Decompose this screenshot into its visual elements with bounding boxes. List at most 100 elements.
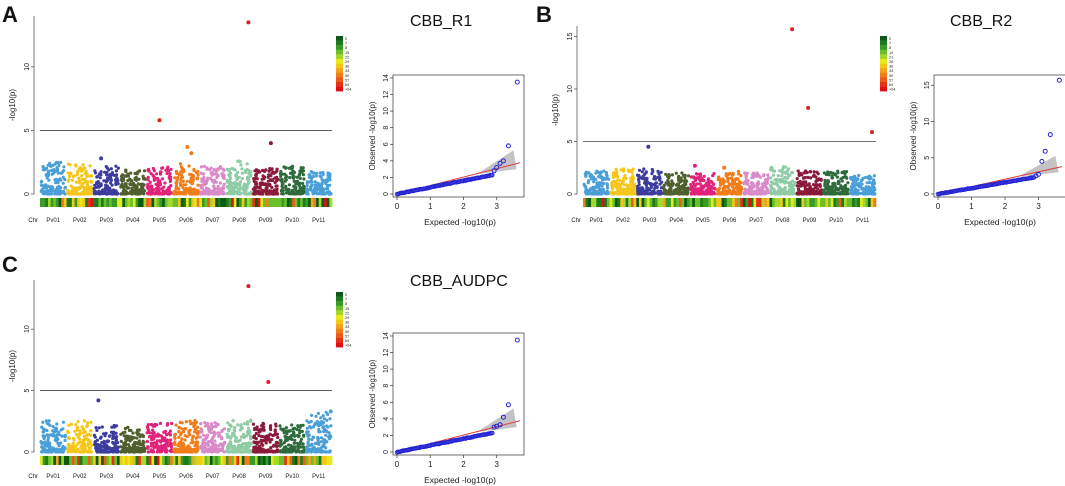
- snp-point: [156, 192, 160, 196]
- snp-point: [133, 171, 137, 176]
- snp-point: [69, 422, 74, 426]
- density-cell: [585, 198, 589, 207]
- snp-point: [141, 174, 145, 178]
- density-cell: [188, 456, 192, 465]
- snp-point: [649, 185, 654, 189]
- snp-point: [801, 180, 806, 184]
- snp-point: [631, 177, 635, 181]
- snp-point: [249, 170, 253, 174]
- qq-top-point: [514, 79, 520, 85]
- chromosome-label: Pv11: [856, 218, 870, 224]
- snp-point: [90, 180, 94, 184]
- snp-point: [228, 423, 232, 427]
- snp-point: [240, 167, 244, 171]
- y-axis-label: -log10(p): [8, 89, 17, 121]
- snp-point: [262, 189, 266, 194]
- snp-point: [639, 187, 644, 191]
- snp-point: [172, 192, 176, 196]
- snp-point: [188, 419, 192, 423]
- snp-point: [249, 418, 253, 422]
- snp-point: [84, 192, 88, 196]
- chromosome-points-Pv11: [304, 410, 333, 454]
- snp-point: [873, 188, 877, 192]
- snp-point: [666, 192, 670, 196]
- snp-point: [600, 184, 604, 188]
- snp-point: [684, 178, 688, 183]
- density-cell: [63, 198, 67, 207]
- snp-point: [114, 164, 118, 168]
- snp-point: [80, 192, 84, 196]
- snp-point: [101, 444, 105, 448]
- snp-point: [635, 173, 640, 177]
- snp-point: [765, 181, 770, 185]
- density-cell: [630, 198, 634, 207]
- snp-point: [769, 192, 773, 196]
- density-cell: [822, 198, 826, 207]
- snp-point: [257, 433, 261, 438]
- density-cell: [313, 198, 317, 207]
- chromosome-label: Pv09: [259, 218, 273, 224]
- snp-point: [93, 435, 97, 439]
- snp-point: [44, 192, 48, 196]
- snp-point: [869, 188, 873, 192]
- snp-point: [595, 192, 600, 196]
- snp-point: [99, 173, 103, 177]
- snp-point: [54, 450, 58, 454]
- snp-point: [116, 182, 120, 186]
- snp-point: [131, 436, 135, 440]
- snp-point: [155, 439, 159, 443]
- snp-point: [284, 178, 288, 182]
- snp-point: [280, 172, 284, 176]
- snp-point: [594, 186, 598, 190]
- density-cell: [668, 198, 672, 207]
- density-cell: [732, 198, 736, 207]
- snp-point: [300, 450, 304, 454]
- snp-point: [99, 170, 103, 174]
- snp-point: [778, 187, 782, 191]
- snp-point: [319, 416, 323, 420]
- snp-point: [86, 438, 90, 442]
- density-cell: [766, 198, 770, 207]
- snp-point: [287, 183, 291, 187]
- snp-point: [221, 174, 225, 178]
- snp-point: [798, 184, 802, 188]
- density-cell: [225, 198, 229, 207]
- snp-point: [241, 445, 246, 449]
- snp-point: [42, 449, 46, 454]
- snp-point: [814, 179, 818, 184]
- snp-point: [744, 175, 748, 179]
- snp-point: [805, 192, 809, 196]
- snp-point: [242, 435, 246, 440]
- panel-letter-a: A: [2, 2, 18, 27]
- snp-point: [102, 449, 106, 453]
- snp-point: [201, 433, 206, 437]
- snp-point: [252, 435, 256, 440]
- snp-point: [716, 177, 721, 181]
- snp-point: [67, 178, 71, 182]
- legend-label: >64: [889, 88, 895, 92]
- snp-point: [145, 439, 149, 444]
- snp-point: [796, 169, 800, 173]
- snp-point: [846, 181, 850, 185]
- legend-label: 64: [889, 83, 893, 87]
- snp-point: [74, 423, 78, 427]
- snp-point: [852, 189, 856, 193]
- snp-point: [136, 170, 140, 174]
- snp-point: [756, 192, 760, 196]
- legend-swatch: [880, 63, 887, 69]
- snp-point: [78, 431, 82, 435]
- snp-point: [201, 172, 206, 176]
- snp-point: [667, 176, 671, 180]
- snp-point: [236, 183, 240, 187]
- snp-point: [307, 173, 311, 177]
- snp-point: [137, 432, 141, 436]
- snp-point: [591, 185, 595, 189]
- snp-point: [693, 178, 698, 182]
- density-cell: [167, 198, 171, 207]
- chromosome-label: Pv05: [696, 218, 710, 224]
- snp-point: [190, 450, 194, 454]
- snp-point: [62, 169, 66, 173]
- snp-point: [789, 180, 793, 185]
- density-cell: [130, 198, 134, 207]
